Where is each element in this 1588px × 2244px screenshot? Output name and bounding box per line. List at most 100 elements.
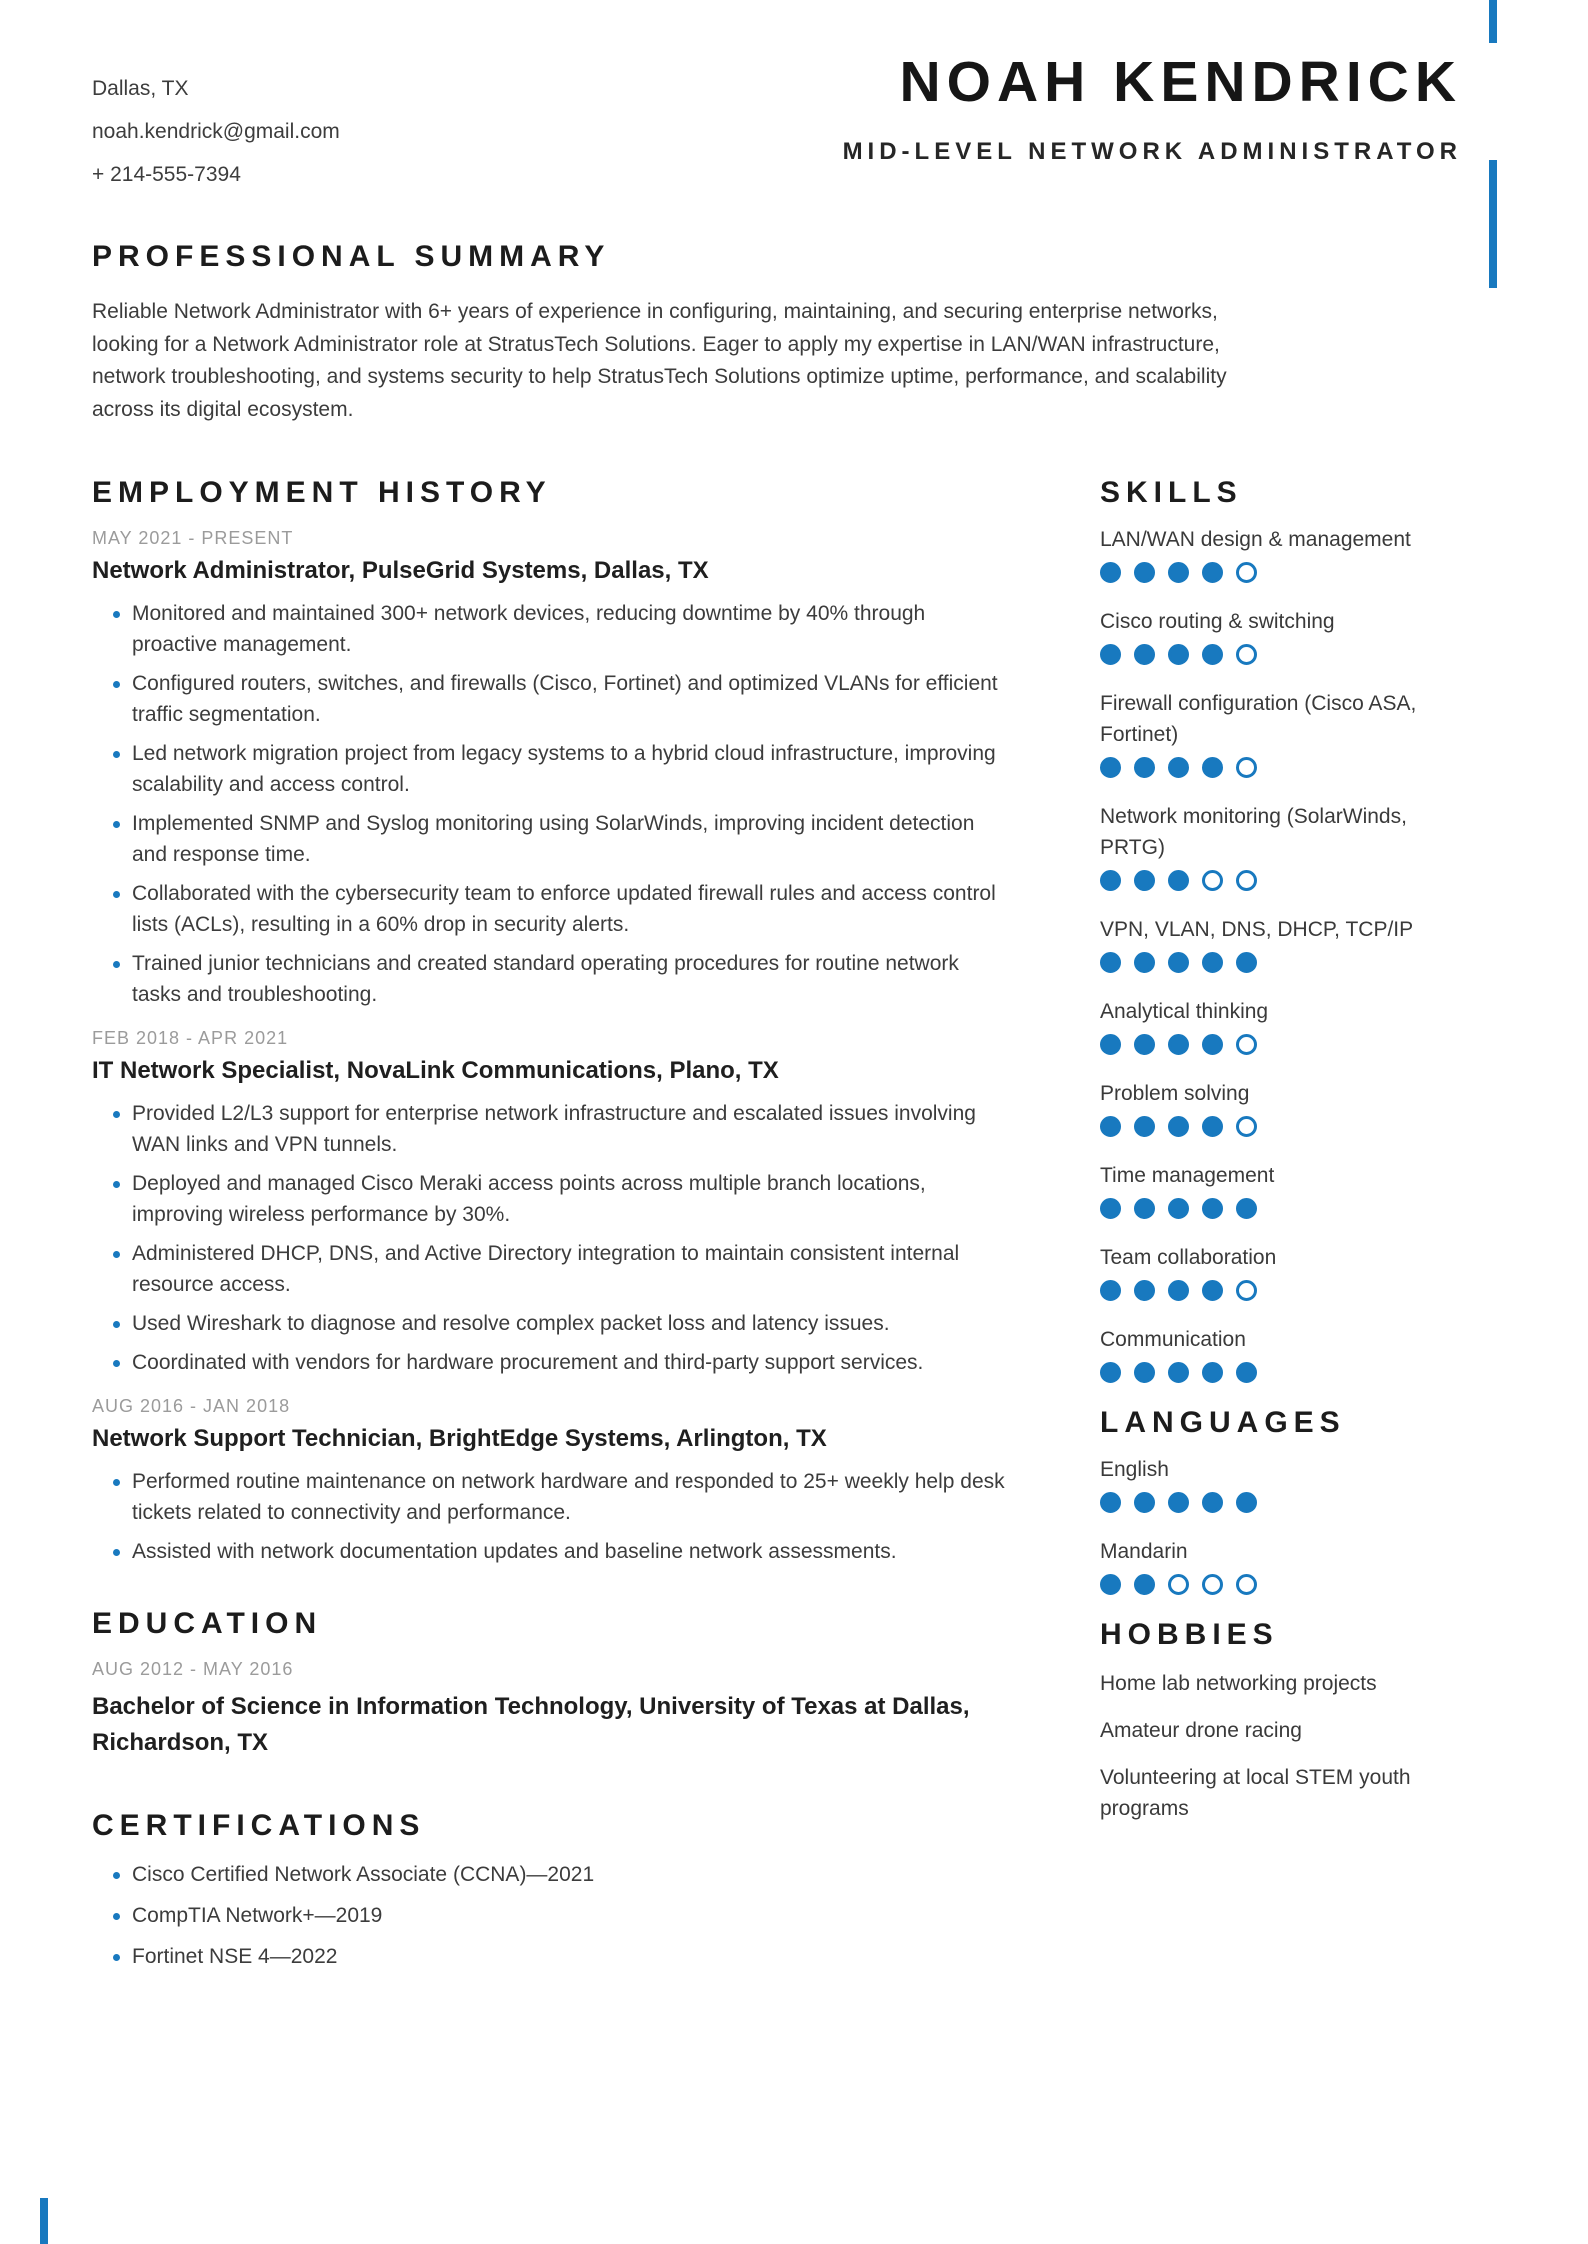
employment-history-section: EMPLOYMENT HISTORY MAY 2021 - PRESENT Ne…: [92, 476, 1052, 1567]
list-item-text: Deployed and managed Cisco Meraki access…: [132, 1172, 926, 1226]
bullet-dot-icon: [113, 1913, 120, 1920]
person-name: NOAH KENDRICK: [899, 50, 1462, 114]
list-item: Assisted with network documentation upda…: [92, 1536, 1052, 1567]
rating-dot-filled: [1202, 1116, 1223, 1137]
rating-dot-filled: [1134, 870, 1155, 891]
list-item: Provided L2/L3 support for enterprise ne…: [92, 1098, 1052, 1160]
list-item-text: Used Wireshark to diagnose and resolve c…: [132, 1312, 890, 1335]
list-item-text: Fortinet NSE 4—2022: [132, 1945, 338, 1968]
rating-dot-empty: [1236, 757, 1257, 778]
rating-dot-empty: [1236, 1034, 1257, 1055]
rated-item: LAN/WAN design & management: [1100, 524, 1460, 583]
hobby-item: Amateur drone racing: [1100, 1719, 1302, 1742]
rating-dot-empty: [1236, 1280, 1257, 1301]
list-item-text: Implemented SNMP and Syslog monitoring u…: [132, 812, 975, 866]
list-item: Performed routine maintenance on network…: [92, 1466, 1052, 1528]
education-section: EDUCATION AUG 2012 - MAY 2016 Bachelor o…: [92, 1607, 1052, 1761]
accent-bar-bottom-left: [40, 2198, 48, 2244]
education-degree: Bachelor of Science in Information Techn…: [92, 1693, 970, 1756]
list-item: CompTIA Network+—2019: [92, 1900, 1052, 1931]
summary-text: Reliable Network Administrator with 6+ y…: [92, 300, 1227, 421]
rating-dot-filled: [1134, 1116, 1155, 1137]
rated-item-label: Team collaboration: [1100, 1246, 1277, 1269]
bullet-dot-icon: [113, 821, 120, 828]
professional-summary-section: PROFESSIONAL SUMMARY Reliable Network Ad…: [92, 240, 1588, 426]
contact-email: noah.kendrick@gmail.com: [92, 120, 340, 143]
rating-dot-filled: [1134, 1034, 1155, 1055]
rating-dot-filled: [1202, 1362, 1223, 1383]
content-columns: EMPLOYMENT HISTORY MAY 2021 - PRESENT Ne…: [92, 476, 1588, 1982]
rating-dot-filled: [1134, 952, 1155, 973]
bullet-dot-icon: [113, 1549, 120, 1556]
list-item: Trained junior technicians and created s…: [92, 948, 1052, 1010]
job-title: Network Administrator, PulseGrid Systems…: [92, 557, 709, 584]
rating-dot-filled: [1168, 1492, 1189, 1513]
section-heading-education: EDUCATION: [92, 1607, 323, 1640]
rating-dots: [1100, 1198, 1460, 1219]
language-list: English Mandarin: [1100, 1454, 1460, 1595]
rating-dot-empty: [1202, 870, 1223, 891]
rating-dot-filled: [1134, 1492, 1155, 1513]
languages-section: LANGUAGES English Mandarin: [1100, 1406, 1460, 1595]
bullet-dot-icon: [113, 1251, 120, 1258]
rated-item-label: Problem solving: [1100, 1082, 1250, 1105]
list-item-text: CompTIA Network+—2019: [132, 1904, 383, 1927]
rating-dot-filled: [1202, 1492, 1223, 1513]
section-heading-languages: LANGUAGES: [1100, 1406, 1346, 1439]
hobby-item: Volunteering at local STEM youth program…: [1100, 1766, 1411, 1820]
section-heading-certifications: CERTIFICATIONS: [92, 1809, 426, 1842]
rated-item: Time management: [1100, 1160, 1460, 1219]
name-block: NOAH KENDRICK MID-LEVEL NETWORK ADMINIST…: [843, 52, 1462, 166]
list-item: Used Wireshark to diagnose and resolve c…: [92, 1308, 1052, 1339]
rating-dot-filled: [1168, 562, 1189, 583]
job-title: IT Network Specialist, NovaLink Communic…: [92, 1057, 779, 1084]
rating-dots: [1100, 1034, 1460, 1055]
certifications-section: CERTIFICATIONS Cisco Certified Network A…: [92, 1809, 1052, 1972]
rating-dot-filled: [1100, 1034, 1121, 1055]
section-heading-skills: SKILLS: [1100, 476, 1243, 509]
job-bullet-list: Monitored and maintained 300+ network de…: [92, 598, 1052, 1010]
list-item-text: Led network migration project from legac…: [132, 742, 996, 796]
contact-location: Dallas, TX: [92, 77, 189, 100]
rating-dot-empty: [1236, 562, 1257, 583]
contact-phone: + 214-555-7394: [92, 163, 241, 186]
list-item: Led network migration project from legac…: [92, 738, 1052, 800]
rating-dot-filled: [1168, 1362, 1189, 1383]
rating-dot-filled: [1168, 1198, 1189, 1219]
bullet-dot-icon: [113, 1111, 120, 1118]
list-item-text: Coordinated with vendors for hardware pr…: [132, 1351, 924, 1374]
rating-dot-filled: [1134, 1280, 1155, 1301]
rating-dots: [1100, 562, 1460, 583]
rating-dot-filled: [1134, 1198, 1155, 1219]
rating-dot-filled: [1100, 757, 1121, 778]
accent-bar-top-right: [1489, 0, 1497, 43]
bullet-dot-icon: [113, 961, 120, 968]
rated-item: Mandarin: [1100, 1536, 1460, 1595]
rating-dot-filled: [1134, 1362, 1155, 1383]
rated-item-label: VPN, VLAN, DNS, DHCP, TCP/IP: [1100, 918, 1414, 941]
rating-dot-filled: [1100, 1198, 1121, 1219]
education-dates: AUG 2012 - MAY 2016: [92, 1659, 294, 1679]
rated-item-label: Network monitoring (SolarWinds, PRTG): [1100, 805, 1407, 859]
rating-dots: [1100, 644, 1460, 665]
job-dates: MAY 2021 - PRESENT: [92, 528, 294, 548]
rating-dot-empty: [1202, 1574, 1223, 1595]
header: Dallas, TX noah.kendrick@gmail.com + 214…: [0, 0, 1588, 210]
list-item-text: Collaborated with the cybersecurity team…: [132, 882, 996, 936]
list-item: Configured routers, switches, and firewa…: [92, 668, 1052, 730]
rating-dot-empty: [1168, 1574, 1189, 1595]
bullet-dot-icon: [113, 1321, 120, 1328]
rated-item: Cisco routing & switching: [1100, 606, 1460, 665]
rating-dots: [1100, 757, 1460, 778]
rating-dot-filled: [1168, 870, 1189, 891]
rated-item: Problem solving: [1100, 1078, 1460, 1137]
rating-dot-empty: [1236, 1574, 1257, 1595]
rated-item: Firewall configuration (Cisco ASA, Forti…: [1100, 688, 1460, 778]
person-job-title: MID-LEVEL NETWORK ADMINISTRATOR: [842, 138, 1462, 165]
rating-dot-filled: [1100, 562, 1121, 583]
rating-dot-empty: [1236, 870, 1257, 891]
skills-section: SKILLS LAN/WAN design & management Cisco…: [1100, 476, 1460, 1383]
list-item-text: Configured routers, switches, and firewa…: [132, 672, 998, 726]
rating-dot-filled: [1134, 1574, 1155, 1595]
